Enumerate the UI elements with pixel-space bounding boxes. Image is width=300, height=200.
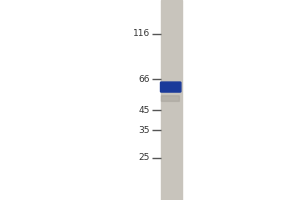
Text: 45: 45 [139, 106, 150, 115]
Text: 66: 66 [139, 75, 150, 84]
FancyBboxPatch shape [161, 96, 179, 101]
FancyBboxPatch shape [160, 82, 181, 92]
Text: 35: 35 [139, 126, 150, 135]
Text: 116: 116 [133, 29, 150, 38]
Text: 25: 25 [139, 153, 150, 162]
Bar [160, 0, 182, 200]
